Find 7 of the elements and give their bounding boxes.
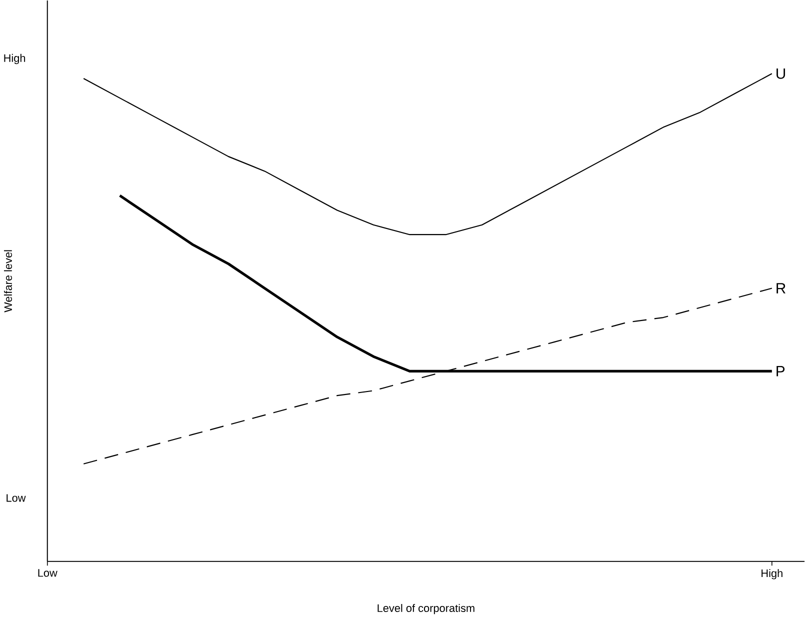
series-label: R [776, 282, 786, 294]
series-label: U [776, 68, 786, 79]
y-axis-title: Welfare level [4, 250, 12, 312]
x-axis-title: Level of corporatism [378, 604, 474, 614]
text: High [4, 54, 26, 64]
series-label: P [776, 366, 785, 376]
text: Low [6, 494, 26, 502]
